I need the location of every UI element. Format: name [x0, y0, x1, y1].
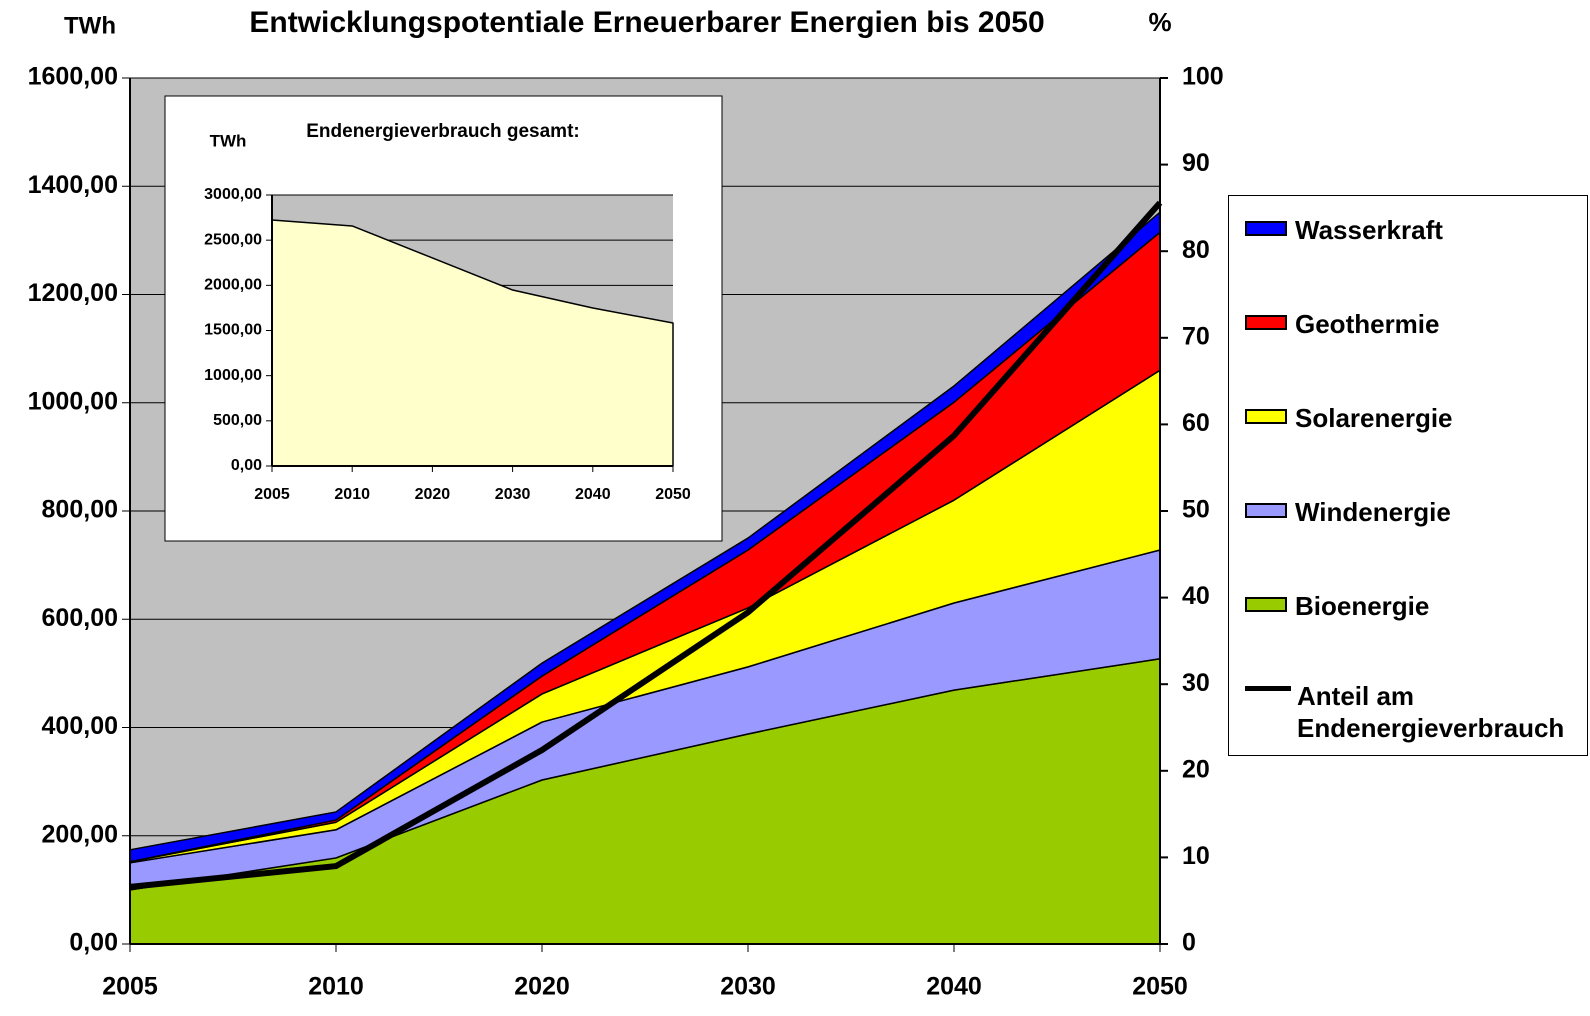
y-tick-label: 400,00	[42, 712, 118, 740]
y2-tick-label: 0	[1182, 929, 1196, 957]
y2-tick-label: 100	[1182, 63, 1224, 91]
legend-entry: Anteil am Endenergieverbrauch	[1245, 680, 1577, 744]
y2-tick-label: 70	[1182, 322, 1210, 350]
y-axis-label: TWh	[64, 12, 116, 39]
y-tick-label: 800,00	[42, 496, 118, 524]
y-tick-label: 200,00	[42, 820, 118, 848]
y2-tick-label: 30	[1182, 669, 1210, 697]
legend-swatch	[1245, 686, 1291, 691]
y-tick-label: 3000,00	[204, 186, 262, 203]
x-tick-label: 2020	[415, 486, 451, 503]
x-tick-label: 2005	[102, 973, 158, 1001]
legend-label: Wasserkraft	[1295, 215, 1443, 245]
y2-tick-label: 90	[1182, 149, 1210, 177]
y2-tick-label: 20	[1182, 755, 1210, 783]
legend-swatch	[1245, 221, 1287, 236]
x-tick-label: 2040	[926, 973, 982, 1001]
x-tick-label: 2050	[655, 486, 691, 503]
y-tick-label: 0,00	[69, 929, 118, 957]
y-tick-label: 1000,00	[204, 367, 262, 384]
legend-label: Windenergie	[1295, 497, 1451, 527]
y2-tick-label: 50	[1182, 496, 1210, 524]
y-tick-label: 1000,00	[28, 387, 118, 415]
line	[129, 200, 1163, 890]
x-tick-label: 2010	[334, 486, 370, 503]
y2-tick-label: 60	[1182, 409, 1210, 437]
y2-tick-label: 10	[1182, 842, 1210, 870]
legend-entry: Geothermie	[1245, 308, 1575, 340]
y-tick-label: 1400,00	[28, 171, 118, 199]
x-tick-label: 2005	[254, 486, 290, 503]
legend-swatch	[1245, 409, 1287, 424]
legend-entry: Wasserkraft	[1245, 214, 1575, 246]
legend: Wasserkraft Geothermie Solarenergie Windene…	[1228, 195, 1588, 756]
legend-entry: Windenergie	[1245, 496, 1575, 528]
y-tick-label: 0,00	[231, 457, 262, 474]
x-tick-label: 2010	[308, 973, 364, 1001]
y-tick-label: 2000,00	[204, 277, 262, 294]
y-tick-label: 600,00	[42, 604, 118, 632]
x-tick-label: 2030	[720, 973, 776, 1001]
inset-title: Endenergieverbrauch gesamt:	[306, 121, 579, 142]
y2-tick-label: 40	[1182, 582, 1210, 610]
y-tick-label: 1600,00	[28, 63, 118, 91]
legend-label: Anteil am Endenergieverbrauch	[1297, 681, 1565, 743]
legend-swatch	[1245, 503, 1287, 518]
legend-swatch	[1245, 315, 1287, 330]
x-tick-label: 2030	[495, 486, 531, 503]
x-tick-label: 2040	[575, 486, 611, 503]
legend-label: Solarenergie	[1295, 403, 1453, 433]
legend-swatch	[1245, 597, 1287, 612]
legend-label: Geothermie	[1295, 309, 1440, 339]
y-tick-label: 500,00	[213, 412, 262, 429]
y-tick-label: 1500,00	[204, 322, 262, 339]
legend-label: Bioenergie	[1295, 591, 1430, 621]
legend-entry: Solarenergie	[1245, 402, 1575, 434]
x-tick-label: 2020	[514, 973, 570, 1001]
y2-tick-label: 80	[1182, 236, 1210, 264]
y2-axis-label: %	[1148, 7, 1171, 37]
inset-y-label: TWh	[210, 131, 247, 150]
legend-entry: Bioenergie	[1245, 590, 1575, 622]
x-tick-label: 2050	[1132, 973, 1188, 1001]
y-tick-label: 2500,00	[204, 231, 262, 248]
chart-title: Entwicklungspotentiale Erneuerbarer Ener…	[249, 6, 1044, 39]
y-tick-label: 1200,00	[28, 279, 118, 307]
